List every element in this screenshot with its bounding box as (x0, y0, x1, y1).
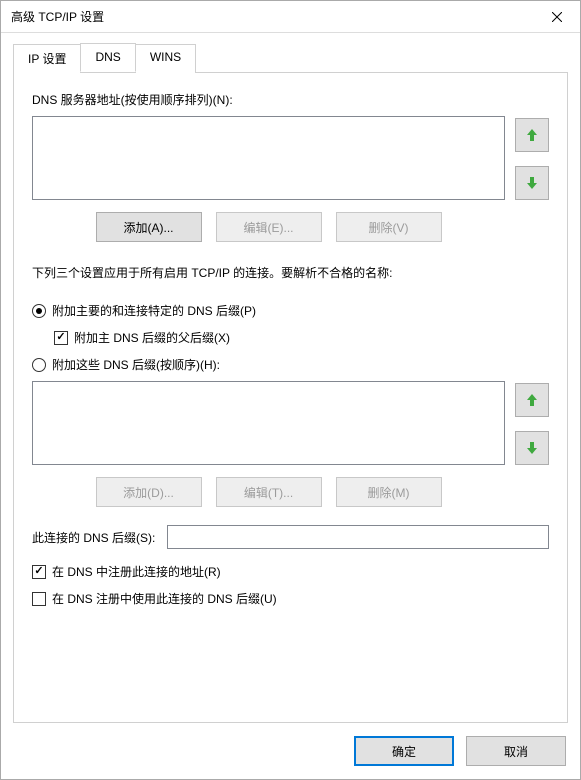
checkbox-icon (32, 565, 46, 579)
suffix-list-row (32, 381, 549, 465)
close-button[interactable] (534, 1, 580, 32)
tab-dns[interactable]: DNS (80, 43, 135, 72)
dialog-window: 高级 TCP/IP 设置 IP 设置 DNS WINS DNS 服务器地址(按使… (0, 0, 581, 780)
checkbox-append-parent-label: 附加主 DNS 后缀的父后缀(X) (74, 329, 230, 346)
suffix-buttons: 添加(D)... 编辑(T)... 删除(M) (32, 477, 549, 507)
checkbox-register-address-label: 在 DNS 中注册此连接的地址(R) (52, 563, 221, 580)
suffix-edit-button[interactable]: 编辑(T)... (216, 477, 322, 507)
conn-suffix-label: 此连接的 DNS 后缀(S): (32, 529, 155, 546)
suffix-move-up-button[interactable] (515, 383, 549, 417)
dns-servers-row (32, 116, 549, 200)
dns-servers-remove-button[interactable]: 删除(V) (336, 212, 442, 242)
arrow-down-icon (526, 441, 538, 455)
suffix-move-down-button[interactable] (515, 431, 549, 465)
dns-servers-move-up-button[interactable] (515, 118, 549, 152)
dns-servers-add-button[interactable]: 添加(A)... (96, 212, 202, 242)
tab-strip: IP 设置 DNS WINS (13, 43, 568, 72)
suffix-arrows (515, 381, 549, 465)
content-area: IP 设置 DNS WINS DNS 服务器地址(按使用顺序排列)(N): (1, 33, 580, 723)
suffix-remove-button[interactable]: 删除(M) (336, 477, 442, 507)
checkbox-register-suffix[interactable]: 在 DNS 注册中使用此连接的 DNS 后缀(U) (32, 590, 549, 607)
window-title: 高级 TCP/IP 设置 (11, 8, 104, 25)
radio-append-primary-label: 附加主要的和连接特定的 DNS 后缀(P) (52, 302, 256, 319)
dns-servers-move-down-button[interactable] (515, 166, 549, 200)
arrow-up-icon (526, 393, 538, 407)
dns-servers-buttons: 添加(A)... 编辑(E)... 删除(V) (32, 212, 549, 242)
arrow-up-icon (526, 128, 538, 142)
cancel-button[interactable]: 取消 (466, 736, 566, 766)
checkbox-icon (54, 331, 68, 345)
radio-icon (32, 358, 46, 372)
conn-suffix-input[interactable] (167, 525, 549, 549)
checkbox-register-suffix-label: 在 DNS 注册中使用此连接的 DNS 后缀(U) (52, 590, 277, 607)
tab-wins[interactable]: WINS (135, 44, 196, 73)
ok-button[interactable]: 确定 (354, 736, 454, 766)
conn-suffix-row: 此连接的 DNS 后缀(S): (32, 525, 549, 549)
titlebar: 高级 TCP/IP 设置 (1, 1, 580, 33)
checkbox-icon (32, 592, 46, 606)
radio-icon (32, 304, 46, 318)
radio-append-these[interactable]: 附加这些 DNS 后缀(按顺序)(H): (32, 356, 549, 373)
close-icon (552, 12, 562, 22)
dns-servers-listbox[interactable] (32, 116, 505, 200)
tab-panel-dns: DNS 服务器地址(按使用顺序排列)(N): (13, 72, 568, 723)
checkbox-append-parent[interactable]: 附加主 DNS 后缀的父后缀(X) (54, 329, 549, 346)
radio-append-these-label: 附加这些 DNS 后缀(按顺序)(H): (52, 356, 220, 373)
dns-servers-edit-button[interactable]: 编辑(E)... (216, 212, 322, 242)
dns-servers-arrows (515, 116, 549, 200)
checkbox-register-address[interactable]: 在 DNS 中注册此连接的地址(R) (32, 563, 549, 580)
explain-text: 下列三个设置应用于所有启用 TCP/IP 的连接。要解析不合格的名称: (32, 264, 549, 282)
footer: 确定 取消 (1, 723, 580, 779)
suffix-listbox[interactable] (32, 381, 505, 465)
arrow-down-icon (526, 176, 538, 190)
tab-ip-settings[interactable]: IP 设置 (13, 44, 81, 73)
radio-append-primary[interactable]: 附加主要的和连接特定的 DNS 后缀(P) (32, 302, 549, 319)
dns-servers-label: DNS 服务器地址(按使用顺序排列)(N): (32, 91, 549, 108)
suffix-add-button[interactable]: 添加(D)... (96, 477, 202, 507)
